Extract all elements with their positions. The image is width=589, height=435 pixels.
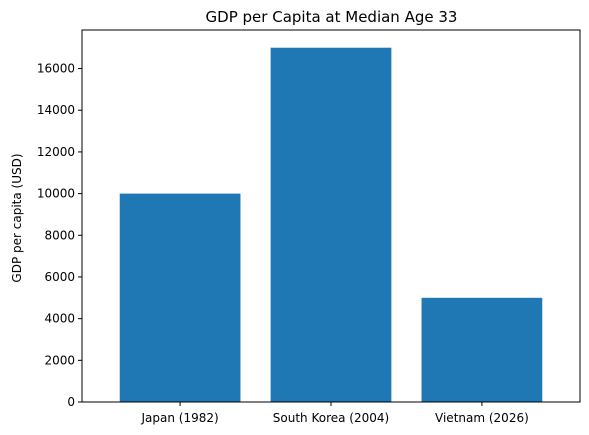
x-axis-ticks: Japan (1982) South Korea (2004) Vietnam (2… bbox=[140, 402, 529, 425]
y-axis-label: GDP per capita (USD) bbox=[10, 153, 24, 282]
bar-0 bbox=[119, 193, 241, 402]
y-axis-ticks: 0 2000 4000 6000 8000 10000 12000 14000 16000 bbox=[37, 62, 82, 409]
y-tick-label-5: 10000 bbox=[37, 187, 75, 201]
x-tick-label-0: Japan (1982) bbox=[140, 411, 218, 425]
bars-group bbox=[119, 47, 543, 402]
bar-1 bbox=[270, 47, 392, 402]
bar-2 bbox=[421, 297, 543, 402]
y-tick-label-7: 14000 bbox=[37, 103, 75, 117]
x-tick-label-1: South Korea (2004) bbox=[273, 411, 389, 425]
x-tick-label-2: Vietnam (2026) bbox=[435, 411, 529, 425]
y-tick-label-3: 6000 bbox=[44, 270, 75, 284]
y-tick-label-0: 0 bbox=[67, 395, 75, 409]
y-tick-label-6: 12000 bbox=[37, 145, 75, 159]
y-tick-label-2: 4000 bbox=[44, 312, 75, 326]
y-tick-label-8: 16000 bbox=[37, 62, 75, 76]
y-tick-label-1: 2000 bbox=[44, 353, 75, 367]
plot-frame bbox=[81, 29, 581, 403]
chart-title: GDP per Capita at Median Age 33 bbox=[206, 8, 458, 26]
y-tick-label-4: 8000 bbox=[44, 228, 75, 242]
